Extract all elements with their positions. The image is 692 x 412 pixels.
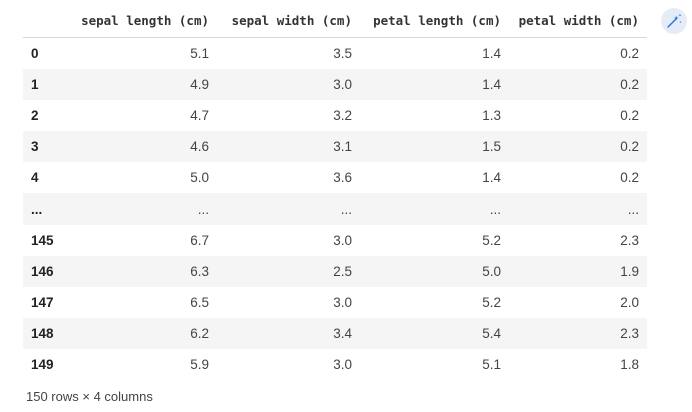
table-cell: 5.0 xyxy=(190,170,209,186)
table-cell: 2.0 xyxy=(620,295,639,311)
table-cell: ... xyxy=(489,201,501,217)
table-cell: 4.9 xyxy=(190,76,209,92)
table-cell: 2.3 xyxy=(620,232,639,248)
table-cell: 3.1 xyxy=(333,139,352,155)
row-index: 146 xyxy=(31,263,54,279)
table-header: sepal length (cm) sepal width (cm) petal… xyxy=(23,8,647,38)
table-row: 0 5.1 3.5 1.4 0.2 xyxy=(23,38,647,69)
table-row: 4 5.0 3.6 1.4 0.2 xyxy=(23,162,647,193)
header-row: sepal length (cm) sepal width (cm) petal… xyxy=(23,8,647,38)
table-cell: 3.0 xyxy=(333,76,352,92)
row-index: 2 xyxy=(31,107,39,123)
column-header-petal-width: petal width (cm) xyxy=(509,8,647,38)
table-cell: ... xyxy=(627,201,639,217)
table-row: 147 6.5 3.0 5.2 2.0 xyxy=(23,287,647,318)
table-cell: 5.4 xyxy=(482,326,501,342)
table-cell: 4.7 xyxy=(190,107,209,123)
table-cell: 3.0 xyxy=(333,295,352,311)
table-row: 148 6.2 3.4 5.4 2.3 xyxy=(23,318,647,350)
row-index: 145 xyxy=(31,232,54,248)
column-header-sepal-length: sepal length (cm) xyxy=(71,8,217,38)
table-row: 149 5.9 3.0 5.1 1.8 xyxy=(23,349,647,380)
table-cell: 3.0 xyxy=(333,357,352,373)
table-row: 3 4.6 3.1 1.5 0.2 xyxy=(23,131,647,163)
table-cell: 1.5 xyxy=(482,139,501,155)
table-cell: 0.2 xyxy=(620,170,639,186)
table-cell: 5.2 xyxy=(482,232,501,248)
column-header-sepal-width: sepal width (cm) xyxy=(217,8,360,38)
table-cell: ... xyxy=(197,201,209,217)
magic-suggest-button[interactable] xyxy=(661,8,687,34)
row-index: 1 xyxy=(31,76,39,92)
table-cell: 6.3 xyxy=(190,263,209,279)
row-index: 147 xyxy=(31,295,54,311)
table-cell: 5.1 xyxy=(482,357,501,373)
table-cell: 3.5 xyxy=(333,45,352,61)
table-row: 146 6.3 2.5 5.0 1.9 xyxy=(23,255,647,287)
table-cell: 1.4 xyxy=(482,170,501,186)
table-cell: 2.3 xyxy=(620,326,639,342)
table-row: 2 4.7 3.2 1.3 0.2 xyxy=(23,100,647,131)
table-cell: 0.2 xyxy=(620,107,639,123)
row-index: 0 xyxy=(31,45,39,61)
table-cell: 5.0 xyxy=(482,263,501,279)
table-cell: 5.9 xyxy=(190,357,209,373)
table-cell: 6.5 xyxy=(190,295,209,311)
table-cell: 6.7 xyxy=(190,232,209,248)
row-index: 3 xyxy=(31,139,39,155)
table-cell: 6.2 xyxy=(190,326,209,342)
table-cell: 3.6 xyxy=(333,170,352,186)
table-row: 1 4.9 3.0 1.4 0.2 xyxy=(23,68,647,100)
table-cell: 0.2 xyxy=(620,45,639,61)
table-cell: 5.1 xyxy=(190,45,209,61)
table-cell: 5.2 xyxy=(482,295,501,311)
dataframe-table: sepal length (cm) sepal width (cm) petal… xyxy=(23,8,647,381)
table-cell: 2.5 xyxy=(333,263,352,279)
table-cell: 1.4 xyxy=(482,45,501,61)
row-index: 148 xyxy=(31,326,54,342)
table-cell: 3.2 xyxy=(333,107,352,123)
row-index: ... xyxy=(31,201,43,217)
row-index: 4 xyxy=(31,170,39,186)
table-row: ............... xyxy=(23,193,647,225)
column-header-petal-length: petal length (cm) xyxy=(360,8,509,38)
table-cell: 3.4 xyxy=(333,326,352,342)
row-index: 149 xyxy=(31,357,54,373)
table-cell: ... xyxy=(340,201,352,217)
table-cell: 1.4 xyxy=(482,76,501,92)
magic-wand-icon xyxy=(667,13,682,28)
table-cell: 4.6 xyxy=(190,139,209,155)
row-count-footer: 150 rows × 4 columns xyxy=(26,389,153,404)
table-cell: 3.0 xyxy=(333,232,352,248)
table-row: 145 6.7 3.0 5.2 2.3 xyxy=(23,225,647,256)
index-header xyxy=(23,8,71,38)
table-cell: 1.3 xyxy=(482,107,501,123)
table-cell: 0.2 xyxy=(620,76,639,92)
table-cell: 1.8 xyxy=(620,357,639,373)
table-cell: 0.2 xyxy=(620,139,639,155)
table-body: 0 5.1 3.5 1.4 0.2 1 4.9 3.0 1.4 0.2 2 4.7 3.2 1.3 0.2 3… xyxy=(23,38,647,381)
table-cell: 1.9 xyxy=(620,263,639,279)
